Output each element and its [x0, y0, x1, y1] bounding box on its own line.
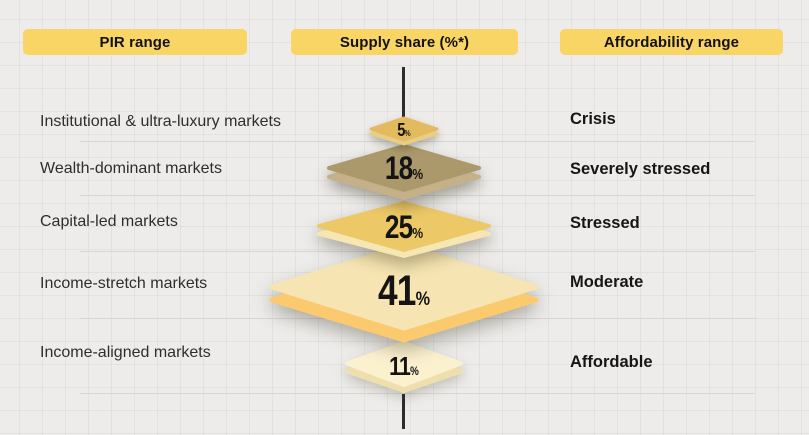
supply-share-number: 18 [384, 150, 413, 186]
percent-unit: % [412, 226, 424, 242]
row-divider [80, 141, 755, 142]
layer-top-face-outline [317, 201, 491, 252]
affordability-label: Stressed [570, 214, 640, 232]
pir-range-label: Income-stretch markets [40, 275, 208, 292]
percent-unit: % [404, 129, 411, 138]
pyramid-layer-shape [369, 116, 439, 146]
affordability-label: Severely stressed [570, 160, 711, 178]
pir-range-label: Institutional & ultra-luxury markets [40, 113, 281, 130]
supply-share-value: 5% [375, 120, 432, 141]
pyramid-layer-1: 5% [369, 116, 439, 146]
supply-share-value: 41% [292, 267, 515, 316]
pyramid-layer-3: 25% [316, 200, 492, 259]
percent-unit: % [415, 288, 430, 310]
header-pill-pir-range: PIR range [23, 29, 247, 55]
supply-share-number: 25 [384, 209, 413, 245]
header-pill-supply-share: Supply share (%*) [291, 29, 518, 55]
supply-share-number: 5 [397, 120, 405, 140]
supply-share-value: 18% [340, 150, 468, 187]
supply-share-value: 11% [355, 351, 453, 382]
pir-range-label: Wealth-dominant markets [40, 160, 222, 177]
pyramid-layer-shape [345, 341, 463, 393]
pyramid-layer-shape [327, 144, 481, 200]
percent-unit: % [410, 364, 419, 378]
affordability-label: Moderate [570, 273, 644, 291]
supply-share-number: 11 [389, 351, 411, 381]
supply-share-value: 25% [332, 209, 476, 246]
pyramid-layer-5: 11% [344, 340, 464, 394]
row-divider [80, 393, 755, 394]
layer-top-face-outline [369, 116, 439, 142]
center-axis-line-bottom [402, 394, 405, 429]
pir-range-label: Capital-led markets [40, 213, 178, 230]
percent-unit: % [412, 167, 424, 183]
pyramid-layer-2: 18% [326, 143, 482, 201]
affordability-label: Crisis [570, 110, 616, 128]
layer-top-face-outline [345, 341, 463, 387]
pyramid-layer-shape [269, 243, 539, 343]
pir-range-label: Income-aligned markets [40, 344, 211, 361]
layer-top-face-outline [327, 144, 481, 192]
pyramid-layer-shape [317, 201, 491, 258]
header-pill-affordability-range: Affordability range [560, 29, 783, 55]
layer-top-face-outline [269, 243, 539, 331]
pyramid-layer-4: 41% [268, 242, 540, 344]
affordability-label: Affordable [570, 353, 653, 371]
supply-share-number: 41 [377, 267, 416, 315]
center-axis-line-top [402, 67, 405, 117]
